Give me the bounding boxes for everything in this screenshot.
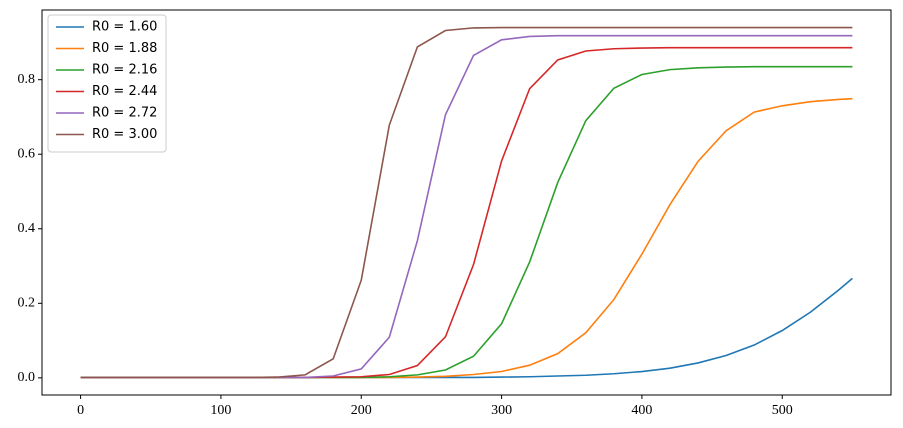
y-tick-label: 0.8	[18, 72, 36, 87]
legend-label: R0 = 2.44	[92, 84, 157, 99]
x-tick-label: 0	[77, 403, 84, 418]
legend-label: R0 = 1.88	[92, 41, 157, 56]
x-tick-label: 500	[772, 403, 793, 418]
legend-label: R0 = 2.16	[92, 63, 157, 78]
y-tick-label: 0.6	[18, 146, 36, 161]
legend-label: R0 = 3.00	[92, 127, 157, 142]
x-tick-label: 400	[631, 403, 652, 418]
series-line	[80, 277, 853, 379]
legend-label: R0 = 2.72	[92, 106, 157, 121]
x-tick-label: 200	[351, 403, 372, 418]
y-tick-label: 0.4	[18, 221, 36, 236]
series-line	[80, 97, 853, 379]
x-tick-label: 100	[210, 403, 231, 418]
series-line	[80, 46, 853, 379]
series-line	[80, 34, 853, 379]
legend: R0 = 1.60 R0 = 1.88 R0 = 2.16 R0 = 2.44 R0 =…	[47, 14, 167, 153]
y-tick-label: 0.2	[18, 296, 36, 311]
plot-frame	[41, 9, 892, 396]
legend-label: R0 = 1.60	[92, 20, 157, 35]
y-tick-label: 0.0	[18, 370, 36, 385]
series-line	[80, 65, 853, 379]
series-line	[80, 26, 853, 379]
x-tick-label: 300	[491, 403, 512, 418]
